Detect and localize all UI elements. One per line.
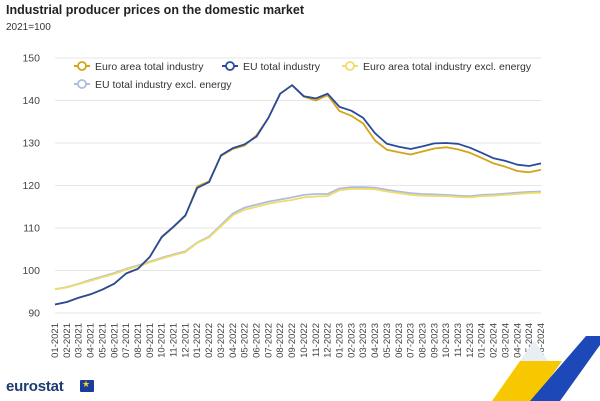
legend-swatch-marker: [225, 61, 235, 71]
y-axis: 90 100 110 120 130 140 150: [22, 53, 40, 320]
legend-label: Euro area total industry excl. energy: [363, 61, 532, 73]
eurostat-logo: eurostat: [6, 378, 64, 395]
x-tick-label: 09-2022: [287, 323, 298, 358]
x-tick-label: 03-2023: [358, 323, 369, 358]
y-tick-label: 150: [22, 53, 40, 65]
ribbon-yellow: [492, 361, 562, 401]
x-tick-label: 10-2023: [441, 323, 452, 358]
y-tick-label: 130: [22, 138, 40, 150]
x-tick-label: 05-2022: [240, 323, 251, 358]
x-tick-label: 01-2023: [334, 323, 345, 358]
y-tick-label: 110: [23, 223, 40, 235]
x-tick-label: 10-2021: [157, 323, 168, 358]
x-tick-label: 06-2022: [252, 323, 263, 358]
decorative-ribbon: [492, 336, 600, 401]
x-tick-label: 12-2021: [180, 323, 191, 358]
x-tick-label: 07-2023: [406, 323, 417, 358]
x-tick-label: 04-2024: [512, 323, 523, 358]
x-tick-label: 10-2022: [299, 323, 310, 358]
chart-title: Industrial producer prices on the domest…: [6, 3, 304, 17]
x-tick-label: 05-2023: [382, 323, 393, 358]
y-tick-label: 140: [22, 95, 40, 107]
eu-flag-icon: [80, 379, 94, 392]
series-line-1: [54, 84, 542, 306]
x-tick-label: 09-2023: [429, 323, 440, 358]
x-tick-label: 12-2023: [465, 323, 476, 358]
x-tick-label: 02-2021: [62, 323, 73, 358]
legend-swatch-marker: [77, 61, 87, 71]
legend-swatch-marker: [345, 61, 355, 71]
x-tick-label: 12-2022: [323, 323, 334, 358]
legend-swatch-marker: [77, 79, 87, 89]
series-line-2: [54, 188, 542, 291]
chart-subtitle: 2021=100: [6, 22, 51, 33]
y-tick-label: 120: [22, 180, 40, 192]
x-tick-label: 03-2021: [74, 323, 85, 358]
series-lines: [54, 84, 542, 306]
x-tick-label: 05-2024: [524, 323, 535, 358]
x-tick-label: 01-2021: [50, 323, 61, 358]
x-tick-label: 07-2021: [121, 323, 132, 358]
x-tick-label: 03-2022: [216, 323, 227, 358]
legend-label: EU total industry excl. energy: [95, 79, 232, 91]
x-tick-label: 11-2021: [169, 323, 180, 357]
series-line-0: [54, 84, 542, 306]
ribbon-blue: [530, 336, 600, 401]
legend: Euro area total industry EU total industr…: [74, 61, 532, 91]
x-axis: 01-2021 02-2021 03-2021 04-2021 05-2021 06-20…: [50, 323, 547, 358]
grid-lines: [55, 57, 541, 314]
x-tick-label: 06-2024: [536, 323, 547, 358]
x-tick-label: 02-2022: [204, 323, 215, 358]
x-tick-label: 05-2021: [97, 323, 108, 358]
x-tick-label: 02-2024: [489, 323, 500, 358]
x-tick-label: 03-2024: [500, 323, 511, 358]
legend-label: EU total industry: [243, 61, 321, 73]
x-tick-label: 01-2022: [192, 323, 203, 358]
y-tick-label: 90: [28, 308, 40, 320]
x-tick-label: 08-2022: [275, 323, 286, 358]
legend-label: Euro area total industry: [95, 61, 204, 73]
x-tick-label: 04-2022: [228, 323, 239, 358]
x-tick-label: 07-2022: [263, 323, 274, 358]
y-tick-label: 100: [22, 265, 40, 277]
x-tick-label: 04-2023: [370, 323, 381, 358]
series-line-3: [54, 186, 542, 291]
ribbon-light: [520, 340, 548, 361]
x-tick-label: 04-2021: [86, 323, 97, 358]
x-tick-label: 11-2023: [453, 323, 464, 357]
x-tick-label: 02-2023: [346, 323, 357, 358]
x-tick-label: 09-2021: [145, 323, 156, 358]
x-tick-label: 06-2023: [394, 323, 405, 358]
x-tick-label: 06-2021: [109, 323, 120, 358]
x-tick-label: 01-2024: [477, 323, 488, 358]
x-tick-label: 08-2023: [417, 323, 428, 358]
x-tick-label: 08-2021: [133, 323, 144, 358]
x-tick-label: 11-2022: [311, 323, 322, 357]
